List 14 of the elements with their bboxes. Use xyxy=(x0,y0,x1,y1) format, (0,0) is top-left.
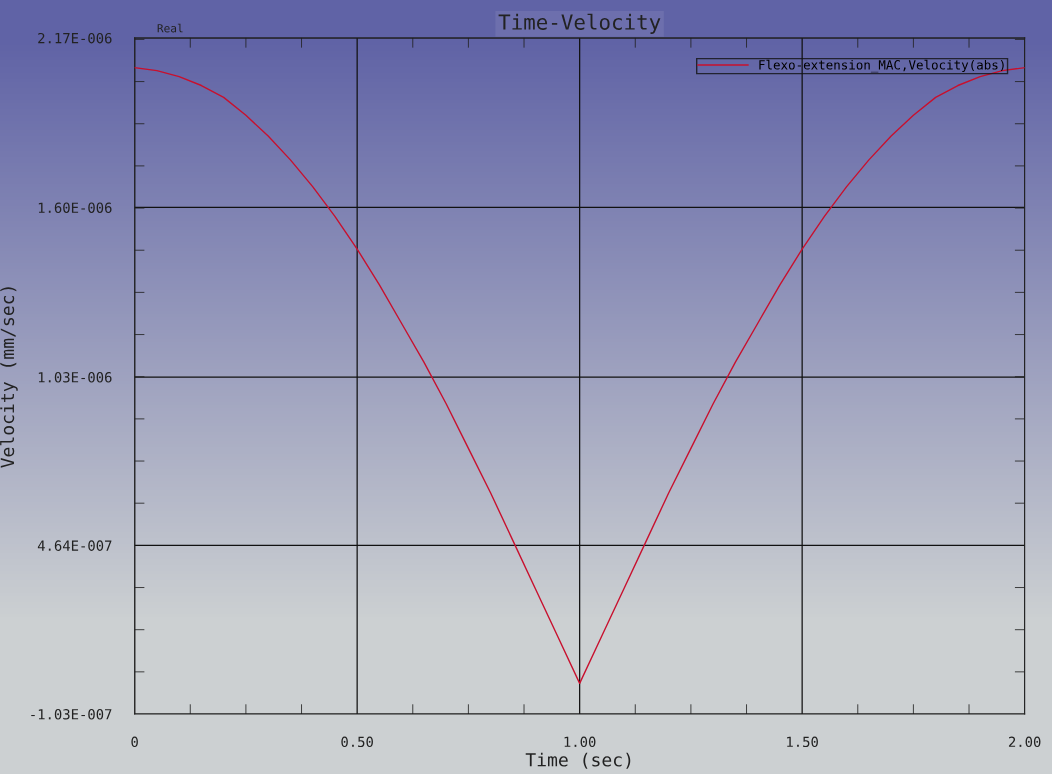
y-tick-label: 2.17E-006 xyxy=(38,32,112,44)
x-tick-label: 1.00 xyxy=(564,736,596,748)
text: Real xyxy=(157,23,183,33)
x-tick-label: 0 xyxy=(131,736,138,748)
x-axis-title: Time (sec) xyxy=(525,752,631,769)
y-tick-label: 4.64E-007 xyxy=(37,540,112,551)
y-tick-label: -1.03E-007 xyxy=(31,709,112,720)
x-tick-label: 2.00 xyxy=(1008,736,1041,748)
y-tick-label: 1.03E-006 xyxy=(38,372,112,383)
x-tick-label: 1.50 xyxy=(787,736,818,748)
x-tick-label: 0.50 xyxy=(341,736,373,748)
y-tick-label: 1.60E-006 xyxy=(38,202,112,213)
chart-title: Time-Velocity xyxy=(498,13,661,34)
y-axis-title: Velocity (mm/sec) xyxy=(0,287,18,468)
